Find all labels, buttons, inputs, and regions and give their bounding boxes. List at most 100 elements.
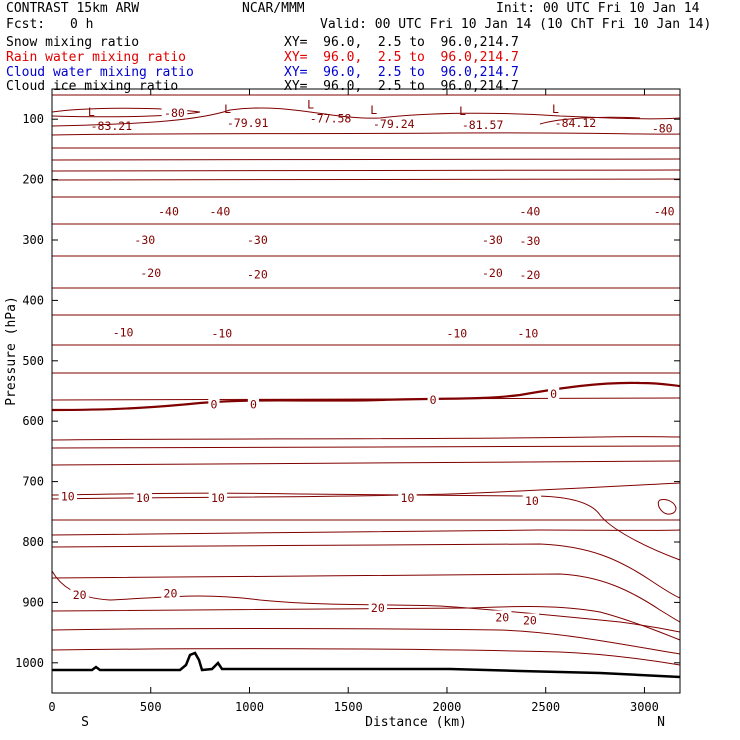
contour-label-bg [522, 493, 542, 506]
x-tick-label: 2000 [433, 700, 462, 714]
low-value: -83.21 [91, 119, 133, 133]
field-rain-xy: XY= 96.0, 2.5 to 96.0,214.7 [284, 50, 519, 65]
contour-label: -30 [247, 233, 268, 247]
field-cloudice-xy: XY= 96.0, 2.5 to 96.0,214.7 [284, 79, 519, 94]
contour-label-bg [244, 233, 271, 245]
low-letter: L [459, 104, 466, 118]
north-label: N [657, 715, 665, 730]
low-letter: L [370, 103, 377, 117]
contour-label: -40 [158, 205, 179, 219]
contour-label-bg [247, 397, 260, 410]
contour-label-bg [515, 326, 541, 339]
y-tick-label: 900 [22, 595, 44, 609]
contour-label: 0 [430, 393, 437, 407]
contour-label: 0 [250, 397, 257, 411]
contour-label-bg [70, 588, 89, 601]
contour-label-bg [651, 204, 678, 217]
contour-label-bg [517, 204, 543, 217]
org-label: NCAR/MMM [242, 1, 305, 16]
contour-label: 10 [525, 494, 539, 508]
contour-label: -40 [520, 205, 541, 219]
contour-label-bg [479, 266, 506, 279]
contour-label-bg [479, 233, 506, 245]
contour-label: 10 [61, 490, 75, 504]
contour-label: -80 [652, 121, 673, 135]
contour-label: -40 [654, 205, 675, 219]
contour-label: 20 [495, 611, 509, 625]
contour-label-bg [398, 490, 417, 503]
axes: 0 500 1000 1500 2000 2500 30001002003004005006… [4, 89, 680, 730]
contour-label-bg [244, 267, 271, 280]
y-tick-label: 1000 [15, 656, 44, 670]
terrain-line [52, 651, 681, 679]
contour-label-bg [110, 325, 136, 338]
x-tick-label: 0 [48, 700, 55, 714]
contour-label: 0 [210, 397, 217, 411]
low-letter: L [552, 102, 559, 116]
field-rain-name: Rain water mixing ratio [6, 50, 187, 65]
low-value: -81.57 [462, 118, 504, 132]
contour-label: 10 [211, 491, 225, 505]
model-title: CONTRAST 15km ARW [6, 1, 140, 16]
contour-label: -10 [446, 327, 467, 341]
low-value: -84.12 [555, 116, 597, 130]
contour-label-bg [444, 326, 470, 339]
contour-label-bg [208, 490, 228, 503]
contour-labels: -80-80-40 -40 -40 -40-30 -30 -30 -30-20 -20 -20-… [58, 97, 678, 628]
contour-label-bg [517, 268, 543, 281]
low-letter: L [88, 105, 95, 119]
contour-label: -30 [520, 234, 541, 248]
contour-label-bg [368, 600, 388, 613]
field-snow-name: Snow mixing ratio [6, 35, 140, 50]
contour-label-bg [137, 266, 164, 279]
contour-label: 0 [550, 387, 557, 401]
field-cloudwater-xy: XY= 96.0, 2.5 to 96.0,214.7 [284, 65, 519, 80]
contour-label-bg [58, 489, 77, 502]
valid-time: Valid: 00 UTC Fri 10 Jan 14 (10 ChT Fri … [320, 17, 712, 32]
contour-label: -20 [247, 267, 268, 281]
x-tick-label: 1500 [334, 700, 363, 714]
contour-label-bg [427, 393, 439, 406]
contour-label-bg [493, 610, 512, 623]
contour-label-bg [155, 204, 182, 217]
low-value: -77.58 [310, 111, 352, 125]
y-tick-label: 700 [22, 475, 44, 489]
y-tick-label: 100 [22, 112, 44, 126]
y-tick-label: 400 [22, 293, 44, 307]
field-snow-xy: XY= 96.0, 2.5 to 96.0,214.7 [284, 35, 519, 50]
contour-label: 20 [371, 601, 385, 615]
contour-label-bg [649, 121, 676, 134]
contour-lines [51, 93, 681, 666]
contour-label-bg [517, 234, 543, 247]
x-tick-label: 1000 [235, 700, 264, 714]
field-cloudice-name: Cloud ice mixing ratio [6, 79, 179, 94]
contour-label: -80 [164, 106, 185, 120]
low-letter: L [224, 102, 231, 116]
contour-label: -30 [134, 233, 155, 247]
low-letter: L [307, 97, 314, 111]
init-time: Init: 00 UTC Fri 10 Jan 14 [496, 1, 700, 16]
x-tick-label: 3000 [630, 700, 659, 714]
x-axis-title: Distance (km) [365, 715, 467, 730]
contour-label: -10 [211, 327, 232, 341]
y-tick-label: 600 [22, 414, 44, 428]
contour-label: 20 [164, 586, 178, 600]
forecast-value: 0 h [70, 17, 94, 32]
y-tick-label: 200 [22, 173, 44, 187]
contour-label: -20 [520, 268, 541, 282]
contour-label: -10 [113, 325, 134, 339]
low-value: -79.91 [227, 116, 269, 130]
low-value: -79.24 [373, 117, 415, 131]
contour-label: -10 [518, 327, 539, 341]
contour-label-bg [133, 490, 153, 503]
y-tick-label: 500 [22, 354, 44, 368]
contour-label: -30 [482, 233, 503, 247]
contour-label-bg [161, 106, 188, 119]
contour-label-bg [161, 586, 180, 599]
contour-label: -20 [140, 266, 161, 280]
contour-label: -20 [482, 266, 503, 280]
contour-label-bg [520, 613, 540, 626]
contour-label: 10 [401, 491, 415, 505]
contour-label-bg [132, 233, 158, 245]
